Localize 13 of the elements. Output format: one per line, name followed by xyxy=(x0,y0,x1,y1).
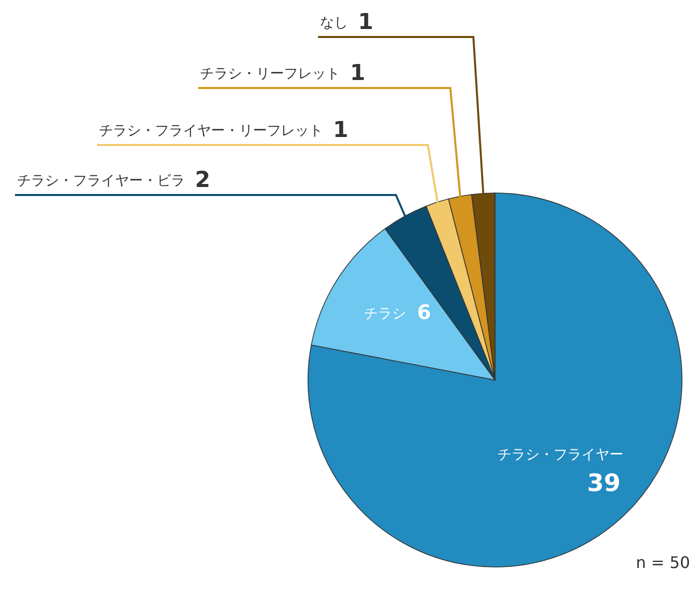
slice-label: なし xyxy=(320,15,348,31)
data-label: 1 xyxy=(350,61,366,86)
text: n = 50 xyxy=(636,553,690,572)
slice-label: チラシ・リーフレット xyxy=(200,66,340,82)
slice-label: チラシ・フライヤー・リーフレット xyxy=(99,123,323,139)
data-label: 2 xyxy=(195,168,210,193)
slice-label: チラシ・フライヤー xyxy=(498,447,624,464)
slice-label: チラシ xyxy=(364,306,406,322)
data-label: 1 xyxy=(333,118,348,143)
data-label: 39 xyxy=(587,469,621,498)
data-label: 1 xyxy=(358,10,374,35)
slice-label: チラシ・フライヤー・ビラ xyxy=(17,173,185,189)
data-label: 6 xyxy=(417,300,432,324)
